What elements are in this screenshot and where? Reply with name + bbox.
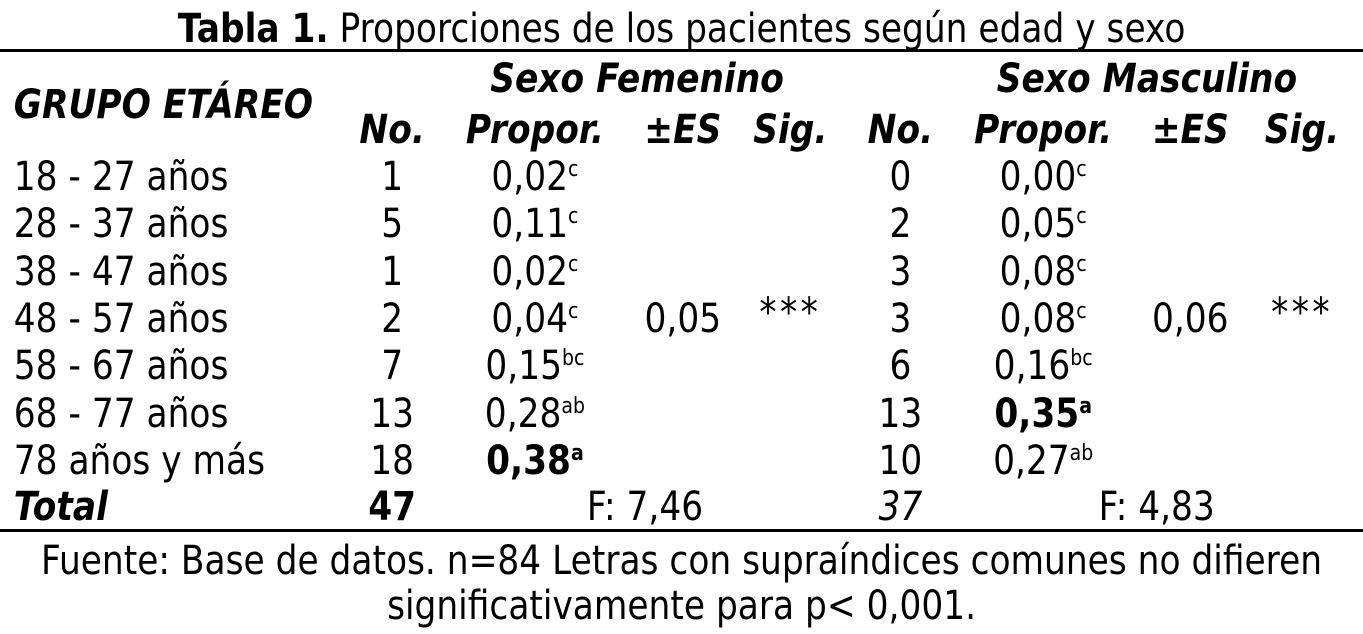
row-male-no: 2 bbox=[889, 201, 912, 248]
female-es: 0,05 bbox=[644, 296, 722, 342]
col-header-male-no: No. bbox=[867, 107, 934, 153]
row-group: 68 - 77 años bbox=[13, 390, 229, 437]
significance-superscript: c bbox=[568, 251, 579, 277]
proportion-value: 0,16 bbox=[993, 343, 1071, 390]
row-female-no: 7 bbox=[381, 343, 404, 390]
row-female-no: 5 bbox=[381, 201, 404, 248]
row-group: 58 - 67 años bbox=[13, 343, 229, 390]
row-female-no: 1 bbox=[381, 154, 404, 200]
female-header: Sexo Femenino bbox=[490, 56, 784, 102]
table-title-text: Proporciones de los pacientes según edad… bbox=[339, 6, 1186, 52]
proportion-value: 0,00 bbox=[999, 154, 1077, 200]
row-female-propor: 0,11c bbox=[432, 201, 638, 248]
total-male-no: 37 bbox=[878, 484, 923, 530]
row-female-no: 1 bbox=[381, 248, 404, 295]
significance-superscript: bc bbox=[1070, 346, 1093, 372]
row-female-propor: 0,15bc bbox=[432, 343, 638, 390]
significance-superscript: ab bbox=[1069, 440, 1094, 466]
proportion-value: 0,08 bbox=[999, 295, 1077, 342]
row-group: 38 - 47 años bbox=[13, 248, 229, 295]
row-female-no: 13 bbox=[370, 390, 415, 437]
significance-superscript: c bbox=[1076, 157, 1087, 182]
significance-superscript: c bbox=[568, 298, 579, 324]
total-male-f: F: 4,83 bbox=[1098, 484, 1215, 530]
proportion-value: 0,27 bbox=[993, 437, 1070, 484]
significance-superscript: c bbox=[1076, 298, 1087, 324]
significance-superscript: bc bbox=[562, 346, 585, 372]
row-female-propor: 0,04c bbox=[432, 296, 638, 343]
proportion-value: 0,08 bbox=[999, 248, 1077, 295]
row-female-propor: 0,28ab bbox=[432, 391, 638, 438]
row-male-no: 0 bbox=[889, 154, 912, 200]
row-female-propor: 0,02c bbox=[432, 249, 638, 296]
row-male-propor: 0,08c bbox=[940, 249, 1146, 296]
male-sig: *** bbox=[1271, 290, 1333, 336]
row-male-propor: 0,16bc bbox=[940, 343, 1146, 390]
proportion-value: 0,02 bbox=[491, 154, 569, 200]
row-male-no: 3 bbox=[889, 248, 912, 295]
proportion-value: 0,11 bbox=[491, 201, 569, 248]
significance-superscript: c bbox=[1076, 204, 1087, 230]
top-rule bbox=[0, 49, 1363, 52]
footer-line-2: significativamente para p< 0,001. bbox=[387, 583, 977, 629]
bottom-rule bbox=[0, 529, 1363, 532]
significance-superscript: ab bbox=[561, 393, 586, 419]
row-female-propor: 0,02c bbox=[432, 154, 638, 201]
row-female-propor: 0,38a bbox=[432, 438, 638, 485]
significance-superscript: c bbox=[568, 204, 579, 230]
proportion-value: 0,35 bbox=[994, 390, 1080, 437]
row-male-no: 6 bbox=[889, 343, 912, 390]
female-sig: *** bbox=[759, 290, 822, 336]
col-header-female-es: ±ES bbox=[644, 107, 722, 153]
row-male-propor: 0,27ab bbox=[940, 438, 1146, 485]
total-female-no: 47 bbox=[368, 484, 417, 530]
row-group: 78 años y más bbox=[13, 437, 266, 484]
proportion-value: 0,38 bbox=[486, 437, 571, 484]
significance-superscript: a bbox=[570, 440, 584, 466]
row-female-no: 2 bbox=[381, 295, 404, 342]
row-male-no: 3 bbox=[889, 295, 912, 342]
col-header-male-propor: Propor. bbox=[974, 107, 1113, 153]
row-group: 28 - 37 años bbox=[13, 201, 229, 248]
row-male-no: 10 bbox=[878, 437, 923, 484]
proportion-value: 0,02 bbox=[491, 248, 569, 295]
male-es: 0,06 bbox=[1151, 296, 1229, 342]
col-header-female-no: No. bbox=[359, 107, 425, 153]
proportion-value: 0,04 bbox=[491, 295, 569, 342]
significance-superscript: c bbox=[1076, 251, 1087, 277]
row-group: 48 - 57 años bbox=[13, 295, 229, 342]
row-male-propor: 0,08c bbox=[940, 296, 1146, 343]
table-title-label: Tabla 1. bbox=[177, 6, 329, 52]
significance-superscript: a bbox=[1079, 393, 1093, 419]
col-header-female-sig: Sig. bbox=[753, 107, 828, 153]
proportion-value: 0,05 bbox=[999, 201, 1077, 248]
row-female-no: 18 bbox=[370, 437, 415, 484]
col-header-male-es: ±ES bbox=[1151, 107, 1229, 153]
significance-superscript: c bbox=[568, 157, 579, 182]
row-male-propor: 0,35a bbox=[940, 391, 1146, 438]
male-header: Sexo Masculino bbox=[996, 56, 1298, 102]
total-female-f: F: 7,46 bbox=[586, 484, 704, 530]
row-male-no: 13 bbox=[878, 390, 923, 437]
col-header-male-sig: Sig. bbox=[1264, 107, 1340, 153]
group-header: GRUPO ETÁREO bbox=[13, 82, 313, 128]
proportion-value: 0,28 bbox=[484, 390, 562, 437]
footer-line-1: Fuente: Base de datos. n=84 Letras con s… bbox=[41, 538, 1323, 584]
table-title: Tabla 1. Proporciones de los pacientes s… bbox=[0, 6, 1363, 53]
col-header-female-propor: Propor. bbox=[465, 107, 604, 153]
row-male-propor: 0,00c bbox=[940, 154, 1146, 201]
row-group: 18 - 27 años bbox=[13, 154, 229, 200]
total-label: Total bbox=[13, 484, 108, 530]
row-male-propor: 0,05c bbox=[940, 201, 1146, 248]
proportion-value: 0,15 bbox=[485, 343, 563, 390]
